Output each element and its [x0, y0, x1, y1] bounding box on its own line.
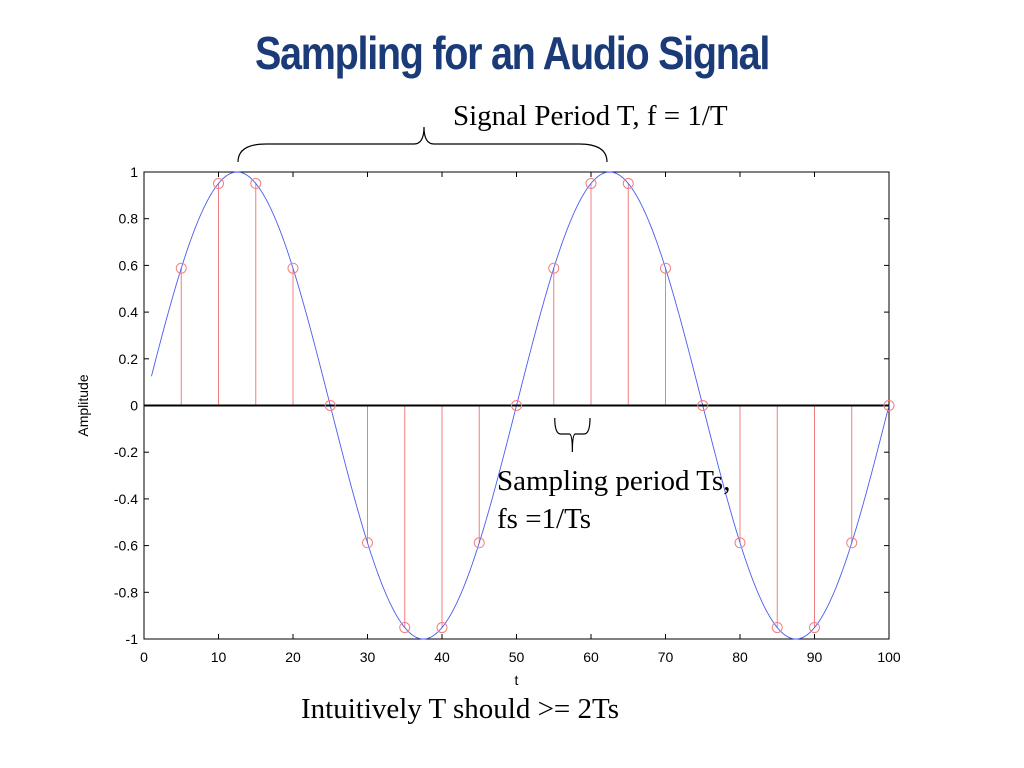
sample-point	[473, 537, 485, 549]
sample-point	[846, 537, 858, 549]
sampling-annotation-line1: Sampling period Ts,	[497, 465, 731, 497]
y-tick-label: 1	[130, 164, 138, 180]
x-tick-label: 20	[285, 649, 301, 665]
sample-point	[548, 262, 560, 274]
x-tick-label: 90	[807, 649, 823, 665]
sample-point	[362, 537, 373, 549]
sample-point	[287, 262, 299, 274]
sample-point	[213, 177, 224, 189]
x-tick-label: 0	[140, 649, 148, 665]
y-tick-label: -0.6	[114, 538, 138, 554]
y-axis-label: Amplitude	[75, 374, 91, 436]
sample-point	[734, 537, 746, 549]
sample-point	[660, 262, 671, 274]
signal-period-annotation: Signal Period T, f = 1/T	[453, 100, 728, 132]
footnote: Intuitively T should >= 2Ts	[301, 693, 620, 725]
y-tick-label: 0.4	[119, 304, 139, 320]
continuous-signal-line	[151, 171, 890, 640]
sample-point	[771, 622, 783, 634]
y-tick-label: -0.2	[114, 444, 138, 460]
sample-point	[622, 177, 634, 189]
x-tick-label: 50	[509, 649, 525, 665]
sample-point	[809, 622, 820, 634]
sample-stems	[180, 183, 853, 628]
y-tick-label: 0.6	[119, 257, 139, 273]
x-tick-label: 10	[211, 649, 227, 665]
sample-point	[697, 400, 709, 411]
x-tick-label: 70	[658, 649, 674, 665]
sample-point	[250, 177, 262, 189]
y-tick-label: 0.8	[119, 211, 139, 227]
x-tick-label: 80	[732, 649, 748, 665]
x-axis-label: t	[515, 672, 519, 688]
sample-point	[175, 262, 187, 274]
x-tick-label: 30	[360, 649, 376, 665]
x-tick-label: 40	[434, 649, 450, 665]
tick-labels: 0 10 20 30 40 50 60 70 80 90 100-1-0.8-0.6-0.4-0.2…	[114, 164, 901, 665]
sample-point	[511, 400, 522, 411]
sampling-period-annotation: Sampling period Ts, fs =1/Ts	[497, 462, 730, 538]
x-tick-label: 60	[583, 649, 599, 665]
sample-point	[436, 622, 448, 634]
y-tick-label: -1	[126, 631, 139, 647]
sample-markers	[175, 177, 895, 634]
signal-period-brace	[237, 126, 608, 163]
y-tick-label: 0.2	[119, 351, 139, 367]
sample-point	[399, 622, 411, 634]
sample-point	[585, 177, 597, 189]
y-tick-label: -0.4	[114, 491, 138, 507]
sampling-annotation-line2: fs =1/Ts	[497, 503, 592, 535]
sample-point	[324, 400, 336, 411]
sampling-period-brace	[554, 417, 591, 453]
y-tick-label: -0.8	[114, 584, 138, 600]
x-tick-label: 100	[877, 649, 901, 665]
slide-title: Sampling for an Audio Signal	[254, 27, 770, 79]
sample-point	[883, 400, 895, 411]
y-tick-label: 0	[130, 398, 138, 414]
